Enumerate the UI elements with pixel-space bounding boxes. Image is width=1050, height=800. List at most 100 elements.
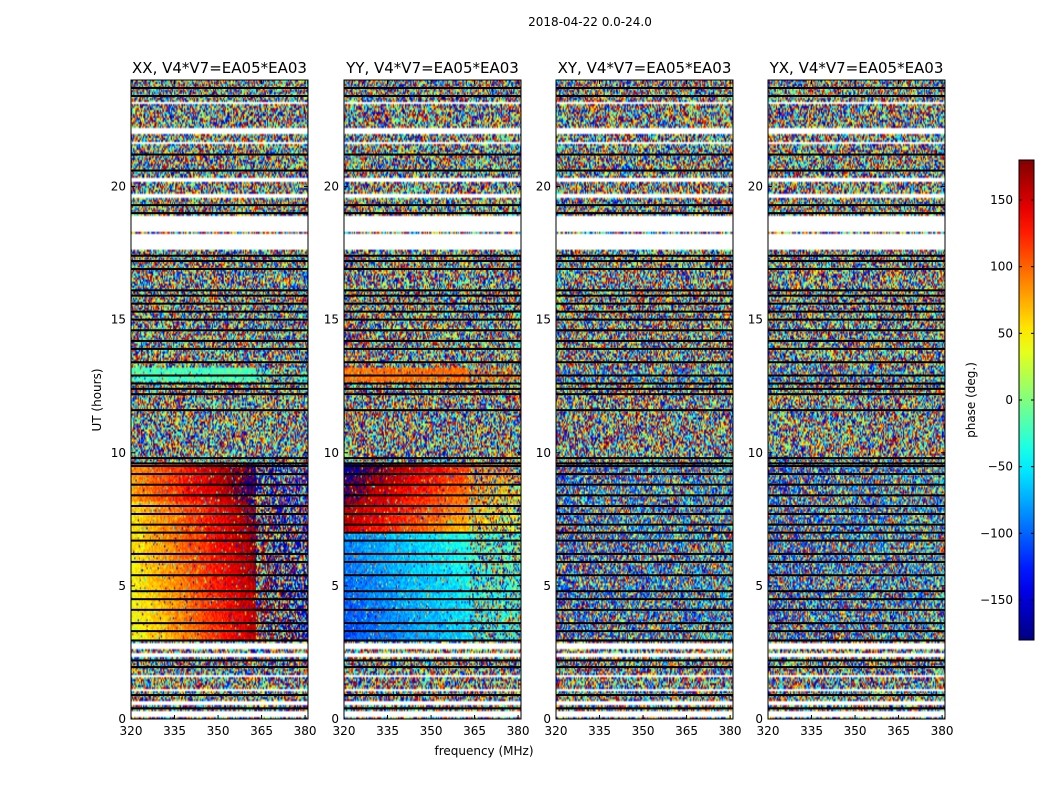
flag-line <box>344 552 521 555</box>
flag-line <box>768 494 945 497</box>
flag-line <box>768 666 945 669</box>
y-tick-label: 5 <box>118 579 126 593</box>
flag-line <box>131 608 308 611</box>
x-tick-label: 350 <box>632 724 655 738</box>
flag-line <box>768 694 945 697</box>
panels: XX, V4*V7=EA05*EA03 320 335 350 365 380 0 5 10 15… <box>111 59 954 738</box>
flag-line <box>131 347 308 350</box>
flag-line <box>768 457 945 460</box>
flag-line <box>556 531 733 534</box>
flag-line <box>768 512 945 515</box>
flag-line <box>556 694 733 697</box>
flag-line <box>768 374 945 377</box>
flag-line <box>131 382 308 385</box>
flag-line <box>556 457 733 460</box>
flag-line <box>131 512 308 515</box>
flag-line <box>131 552 308 555</box>
flag-line <box>556 630 733 633</box>
flag-line <box>556 212 733 215</box>
y-tick-label: 15 <box>748 313 763 327</box>
flag-line <box>768 409 945 412</box>
flag-line <box>556 598 733 601</box>
flag-line <box>768 302 945 305</box>
flag-line <box>768 310 945 313</box>
flag-line <box>344 483 521 486</box>
flag-line <box>344 694 521 697</box>
flag-line <box>131 393 308 396</box>
flag-line <box>131 374 308 377</box>
flag-line <box>131 268 308 271</box>
flag-line <box>768 659 945 662</box>
flag-line <box>768 622 945 625</box>
flag-line <box>344 494 521 497</box>
flag-line <box>131 494 308 497</box>
flag-line <box>131 302 308 305</box>
flag-line <box>344 598 521 601</box>
flag-line <box>768 204 945 207</box>
y-tick-label: 15 <box>111 313 126 327</box>
flag-line <box>344 462 521 465</box>
flag-line <box>344 382 521 385</box>
x-tick-label: 365 <box>675 724 698 738</box>
x-tick-label: 350 <box>844 724 867 738</box>
panel-yx-heatmap <box>768 80 945 719</box>
y-tick-label: 5 <box>543 579 551 593</box>
flag-line <box>131 465 308 468</box>
x-tick-label: 320 <box>545 724 568 738</box>
panel-frame <box>130 79 309 720</box>
y-tick-label: 20 <box>536 180 551 194</box>
panel-yy-heatmap <box>344 80 521 719</box>
flag-line <box>768 268 945 271</box>
flag-line <box>131 457 308 460</box>
flag-line <box>768 590 945 593</box>
flag-line <box>131 339 308 342</box>
flag-line <box>344 512 521 515</box>
flag-line <box>344 347 521 350</box>
x-tick-label: 320 <box>120 724 143 738</box>
y-axis-label: UT (hours) <box>90 368 104 431</box>
flag-line <box>768 289 945 292</box>
flag-line <box>344 339 521 342</box>
flag-line <box>556 294 733 297</box>
colorbar: −150 −100 −50 0 50 100 150 <box>980 159 1035 641</box>
flag-line <box>768 505 945 507</box>
x-axis-label: frequency (MHz) <box>434 744 533 758</box>
flag-line <box>556 339 733 342</box>
flag-line <box>768 523 945 526</box>
x-tick-label: 320 <box>333 724 356 738</box>
flag-line <box>556 361 733 364</box>
flag-line <box>556 483 733 486</box>
flag-line <box>768 254 945 257</box>
flag-line <box>344 361 521 364</box>
flag-line <box>768 260 945 263</box>
flag-line <box>556 153 733 156</box>
y-tick-label: 5 <box>755 579 763 593</box>
flag-line <box>768 574 945 577</box>
colorbar-tick-label: 0 <box>1005 393 1013 407</box>
flag-line <box>131 473 308 476</box>
flag-line <box>556 393 733 396</box>
flag-line <box>556 622 733 625</box>
flag-line <box>131 630 308 633</box>
flag-line <box>556 666 733 669</box>
flag-line <box>556 382 733 385</box>
flag-line <box>768 473 945 476</box>
flag-line <box>556 473 733 476</box>
flag-line <box>768 639 945 642</box>
flag-line <box>344 659 521 662</box>
panel-frame <box>555 79 734 720</box>
flag-line <box>768 393 945 396</box>
flag-line <box>556 260 733 263</box>
flag-line <box>344 318 521 321</box>
flag-line <box>768 598 945 601</box>
x-tick-label: 335 <box>376 724 399 738</box>
panel-frame <box>343 79 522 720</box>
flag-line <box>131 318 308 321</box>
x-tick-label: 365 <box>250 724 273 738</box>
flag-line <box>768 212 945 215</box>
y-tick-label: 0 <box>331 712 339 726</box>
y-tick-label: 20 <box>324 180 339 194</box>
flag-line <box>768 329 945 332</box>
y-tick-label: 5 <box>331 579 339 593</box>
